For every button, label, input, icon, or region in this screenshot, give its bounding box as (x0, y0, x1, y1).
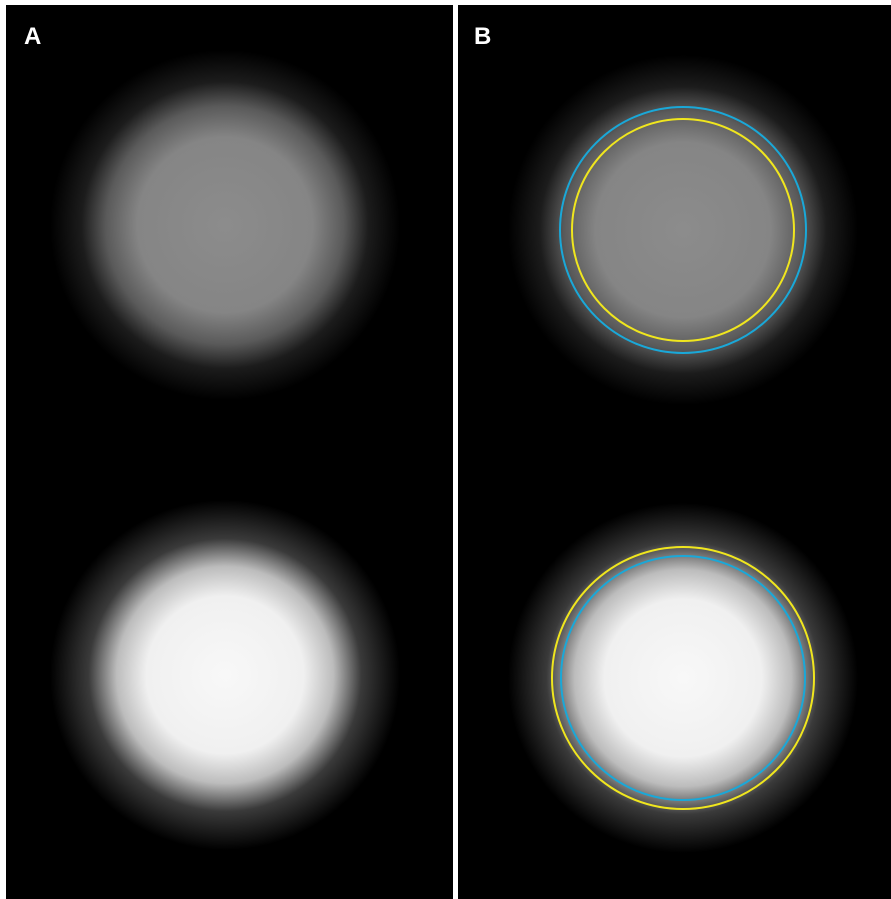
panel-label: B (474, 23, 491, 50)
panel-label: A (24, 23, 41, 50)
blob (50, 50, 400, 400)
panel-b: B (458, 5, 891, 899)
blob (50, 500, 400, 850)
figure: A B (0, 0, 891, 899)
panel-a: A (6, 5, 453, 899)
